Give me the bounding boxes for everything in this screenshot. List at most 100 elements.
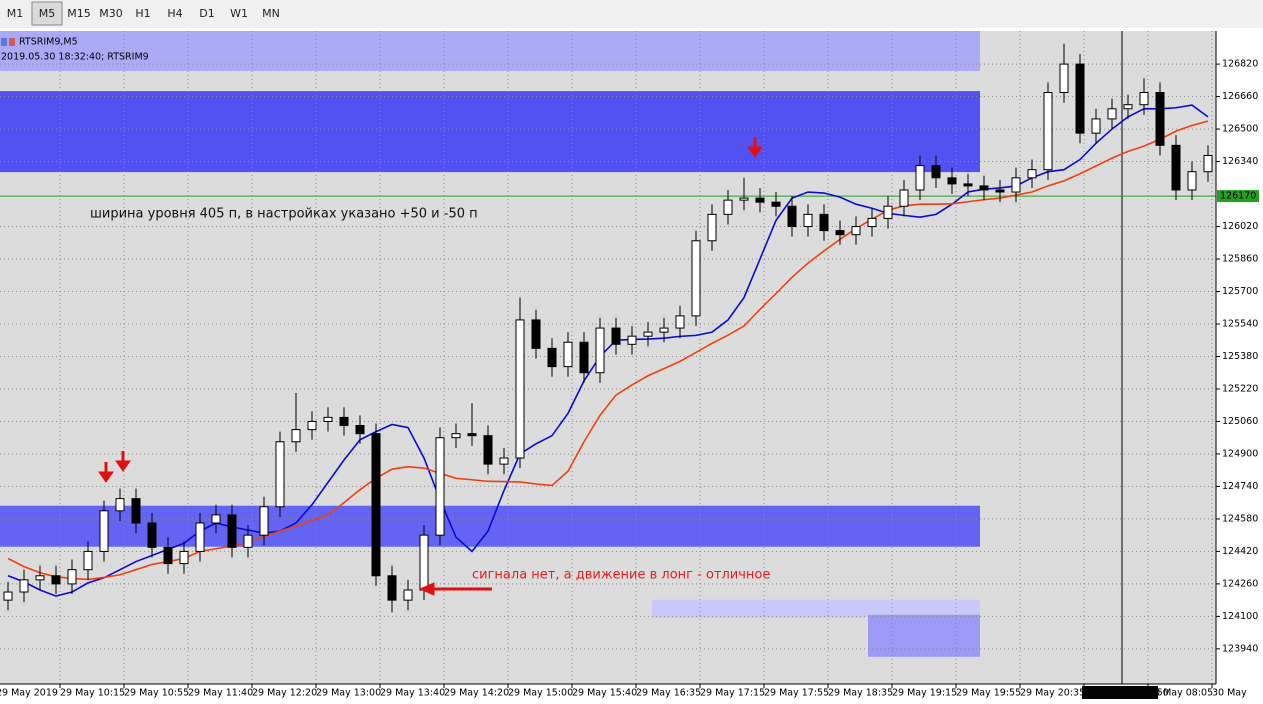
candle-body [547,347,557,368]
candle-body [99,510,109,552]
x-tick-label: 29 May 17:15 [700,688,765,699]
candle-body [1107,108,1117,120]
candle-body [1075,63,1085,134]
y-tick-label: 125060 [1222,416,1258,427]
timeframe-button[interactable]: H4 [167,7,182,20]
candle-body [51,575,61,585]
y-tick-label: 125860 [1222,254,1258,265]
x-tick-label: 29 May 16:35 [636,688,701,699]
timeframe-button[interactable]: M30 [99,7,123,20]
candle-body [35,575,45,581]
x-tick-label: 29 May 12:20 [252,688,317,699]
y-tick-label: 124100 [1222,611,1258,622]
candle-body [403,589,413,601]
candle-body [67,569,77,585]
y-tick-label: 125220 [1222,383,1258,394]
candle-body [259,506,269,536]
timeframe-button[interactable]: D1 [199,7,214,20]
candle-body [755,197,765,203]
candle-body [835,230,845,236]
candle-body [803,213,813,228]
y-tick-label: 124900 [1222,448,1258,459]
x-tick-label: 29 May 10:15 [60,688,125,699]
y-tick-label: 124580 [1222,513,1258,524]
timeframe-button[interactable]: M1 [7,7,24,20]
info: 2019.05.30 18:32:40; RTSRIM9 [1,52,149,63]
candle-body [739,197,749,201]
candle-body [595,327,605,374]
candle-body [659,327,669,333]
timeframe-button[interactable]: M15 [67,7,91,20]
icon [1,38,7,46]
candle-body [771,201,781,207]
candle-body [1091,118,1101,134]
icon [9,38,15,46]
x-tick-label: 30 May [1212,688,1247,699]
candle-body [355,425,365,435]
crosshair-time-box [1082,686,1158,699]
candle-body [227,514,237,548]
candle-body [371,433,381,577]
candle-body [83,550,93,571]
y-tick-label: 126020 [1222,221,1258,232]
candle-body [1171,144,1181,191]
x-tick-label: 29 May 19:55 [956,688,1021,699]
y-tick-label: 126820 [1222,59,1258,70]
candle-body [899,189,909,207]
candle-body [995,189,1005,193]
candle-body [131,498,141,524]
level-zone [0,91,980,173]
candle-body [483,435,493,465]
timeframe-button[interactable]: W1 [230,7,248,20]
price-label: 126170 [1220,191,1256,202]
candle-body [515,319,525,459]
candle-body [195,522,205,552]
x-tick-label: 29 May 20:35 [1020,688,1085,699]
timeframe-button[interactable]: H1 [135,7,150,20]
y-tick-label: 124260 [1222,578,1258,589]
candle-body [179,550,189,565]
active-timeframe [31,1,63,26]
candle-body [1187,171,1197,191]
level-zone [868,614,980,657]
candle-body [147,522,157,548]
x-tick-label: 29 May 17:55 [764,688,829,699]
candle-body [1011,177,1021,193]
candle-body [1043,92,1053,171]
candle-body [883,205,893,219]
candle-body [947,177,957,185]
candle-body [531,319,541,349]
candle-body [19,579,29,593]
x-tick-label: 29 May 13:40 [380,688,445,699]
candle-body [419,534,429,591]
candle-body [275,441,285,508]
y-tick-label: 123940 [1222,643,1258,654]
timeframe-button[interactable]: M5 [39,7,56,20]
level-zone [652,599,980,618]
x-tick-label: 29 May 13:00 [316,688,381,699]
candle-body [243,534,253,548]
candle-body [819,213,829,232]
y-tick-label: 125540 [1222,318,1258,329]
candle-body [723,199,733,215]
candle-body [1139,92,1149,106]
candle-body [643,331,653,337]
candle-body [931,165,941,179]
candle-body [467,433,477,437]
candle-body [627,335,637,345]
candle-body [1123,104,1133,110]
x-tick-label: 2019.05.30 07:50 [1084,688,1169,699]
y-tick-label: 126660 [1222,91,1258,102]
symbol: RTSRIM9,M5 [19,37,78,48]
candle-body [579,341,589,374]
y-tick-label: 124740 [1222,481,1258,492]
candle-body [675,315,685,329]
candle-body [451,433,461,439]
x-tick-label: 29 May 15:40 [572,688,637,699]
y-tick-label: 126340 [1222,156,1258,167]
candle-body [3,591,13,601]
price-label-box [1217,190,1259,203]
candle-body [307,420,317,431]
timeframe-button[interactable]: MN [262,7,280,20]
